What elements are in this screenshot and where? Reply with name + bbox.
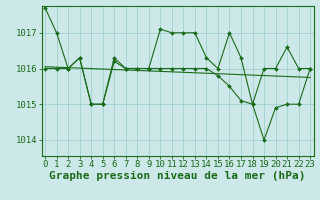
X-axis label: Graphe pression niveau de la mer (hPa): Graphe pression niveau de la mer (hPa) — [49, 171, 306, 181]
